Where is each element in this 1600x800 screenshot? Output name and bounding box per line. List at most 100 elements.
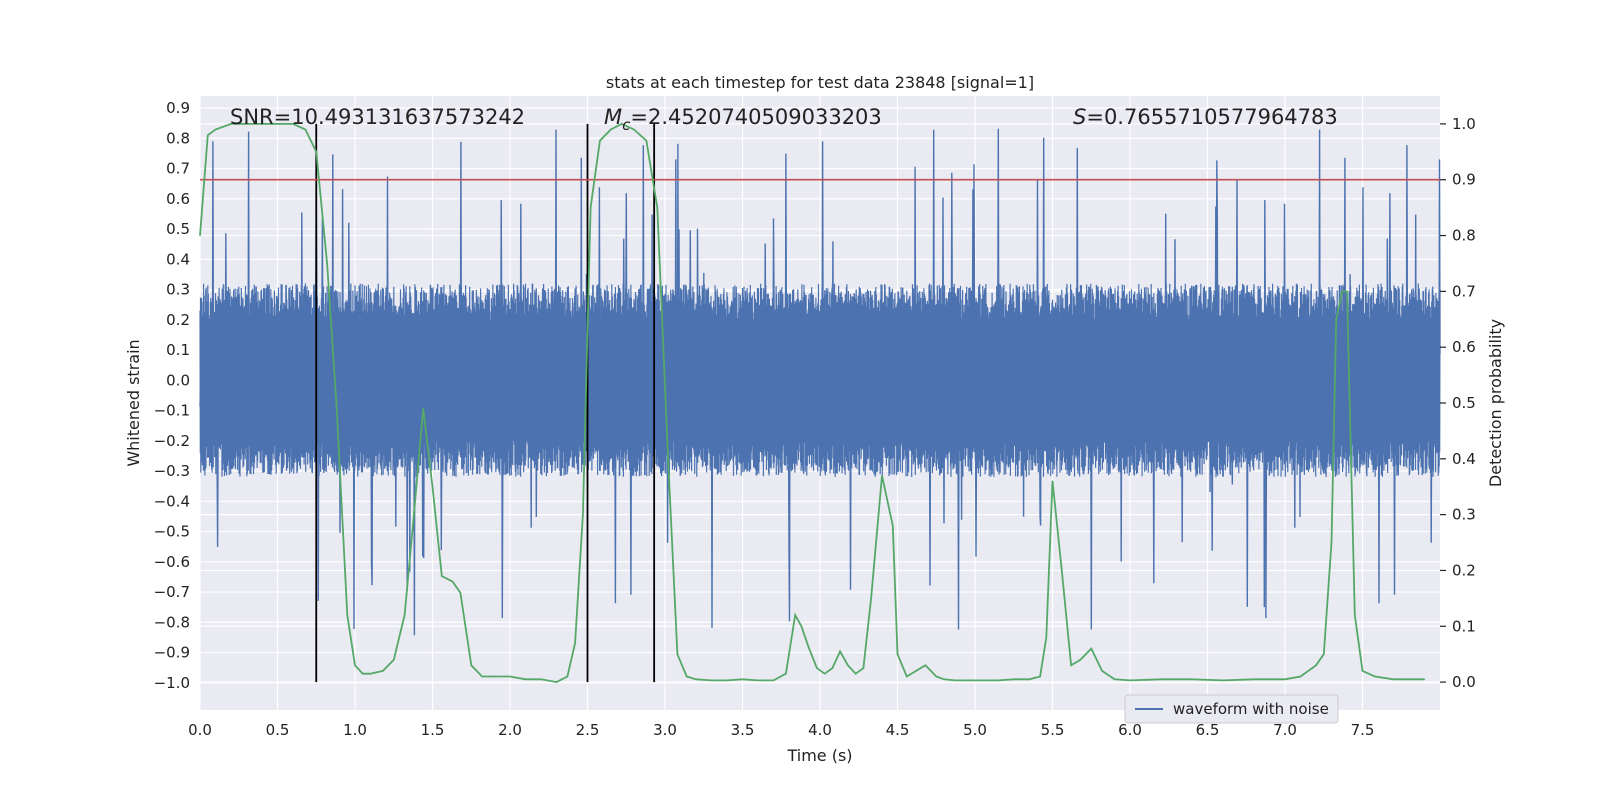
y-left-tick-label: −0.1 xyxy=(154,402,190,420)
probability-point-39 xyxy=(633,128,635,131)
probability-point-26 xyxy=(481,675,483,678)
probability-point-11 xyxy=(335,402,337,404)
probability-point-78 xyxy=(1045,636,1047,639)
y-left-tick-label: 0.6 xyxy=(166,190,190,208)
probability-point-17 xyxy=(393,659,395,661)
probability-point-21 xyxy=(431,486,434,488)
x-tick-label: 5.5 xyxy=(1041,721,1065,739)
probability-point-80 xyxy=(1061,569,1063,572)
probability-point-43 xyxy=(676,653,679,655)
probability-point-2 xyxy=(214,128,217,131)
probability-point-75 xyxy=(1013,678,1015,680)
probability-point-57 xyxy=(831,667,834,669)
probability-point-66 xyxy=(906,675,908,678)
x-tick-label: 1.0 xyxy=(343,721,367,739)
x-tick-label: 3.0 xyxy=(653,721,677,739)
probability-point-90 xyxy=(1253,678,1255,680)
probability-point-29 xyxy=(524,678,527,680)
probability-point-64 xyxy=(892,525,894,527)
x-tick-label: 2.5 xyxy=(576,721,600,739)
probability-point-101 xyxy=(1374,675,1376,678)
probability-point-6 xyxy=(276,123,279,125)
probability-point-50 xyxy=(772,679,775,682)
probability-point-86 xyxy=(1129,679,1131,682)
probability-point-53 xyxy=(800,625,803,627)
probability-point-85 xyxy=(1113,678,1116,680)
y-right-tick-label: 0.2 xyxy=(1452,561,1476,579)
probability-point-59 xyxy=(847,664,849,666)
right-y-axis-ticks: 1.0 0.9 0.8 0.7 0.6 0.5 0.4 0.3 0.2 0.1 0.0 xyxy=(1440,115,1476,691)
probability-point-100 xyxy=(1361,670,1364,672)
probability-point-45 xyxy=(695,678,697,680)
y-left-tick-label: −0.3 xyxy=(154,462,190,480)
x-tick-label: 7.5 xyxy=(1351,721,1375,739)
chirp-mass-subscript: c xyxy=(622,116,631,134)
s-symbol: S xyxy=(1073,105,1086,129)
probability-point-81 xyxy=(1070,664,1072,666)
probability-point-97 xyxy=(1341,290,1343,292)
y-left-tick-label: −1.0 xyxy=(154,674,190,692)
y-right-tick-label: 0.8 xyxy=(1452,227,1476,245)
detection-probability-line xyxy=(199,122,1425,684)
probability-point-94 xyxy=(1323,653,1325,655)
y-right-tick-label: 0.1 xyxy=(1452,617,1476,635)
y-right-tick-label: 0.5 xyxy=(1452,394,1476,412)
probability-point-54 xyxy=(808,648,810,650)
probability-point-0 xyxy=(199,234,201,237)
probability-point-87 xyxy=(1160,678,1162,680)
probability-point-31 xyxy=(555,681,558,683)
probability-point-25 xyxy=(470,664,472,666)
probability-point-9 xyxy=(315,151,317,153)
y-left-tick-label: −0.4 xyxy=(154,492,190,510)
chirp-mass-annotation: Mc=2.4520740509033203 xyxy=(604,105,882,134)
probability-point-4 xyxy=(245,123,248,125)
y-left-tick-label: 0.1 xyxy=(166,341,190,359)
probability-point-93 xyxy=(1315,664,1317,666)
probability-point-20 xyxy=(422,408,424,410)
probability-point-98 xyxy=(1346,290,1348,292)
y-right-tick-label: 0.3 xyxy=(1452,506,1476,524)
y-right-tick-label: 1.0 xyxy=(1452,115,1476,133)
probability-point-69 xyxy=(935,675,937,678)
legend-box xyxy=(1124,694,1339,724)
probability-point-37 xyxy=(610,128,612,131)
y-left-tick-label: 0.4 xyxy=(166,250,190,268)
y-right-tick-label: 0.9 xyxy=(1452,171,1476,189)
chart-title: stats at each timestep for test data 238… xyxy=(606,73,1034,92)
probability-point-61 xyxy=(862,667,865,669)
probability-point-22 xyxy=(441,575,443,577)
vertical-markers xyxy=(315,123,656,683)
x-tick-label: 1.5 xyxy=(421,721,445,739)
legend: waveform with noise xyxy=(1124,694,1339,724)
probability-point-18 xyxy=(404,614,406,616)
detection-probability-series xyxy=(199,122,1426,684)
probability-point-27 xyxy=(493,675,496,678)
probability-point-44 xyxy=(686,675,688,678)
probability-point-12 xyxy=(346,614,348,616)
probability-point-65 xyxy=(896,653,899,655)
x-tick-label: 5.0 xyxy=(963,721,987,739)
probability-point-19 xyxy=(413,514,415,516)
y-left-tick-label: 0.8 xyxy=(166,129,190,147)
probability-point-8 xyxy=(304,128,306,131)
x-axis-ticks: 0.0 0.5 1.0 1.5 2.0 2.5 3.0 3.5 4.0 4.5 5.0 5.5 6.0 6… xyxy=(188,721,1374,739)
x-tick-label: 6.5 xyxy=(1196,721,1220,739)
probability-point-23 xyxy=(452,581,454,583)
probability-point-68 xyxy=(924,664,927,666)
probability-point-79 xyxy=(1051,480,1054,482)
probability-point-51 xyxy=(785,673,787,675)
probability-point-67 xyxy=(915,670,917,672)
probability-point-96 xyxy=(1335,318,1337,320)
probability-point-1 xyxy=(207,134,209,136)
y-right-tick-label: 0.4 xyxy=(1452,450,1476,468)
y-left-tick-label: −0.6 xyxy=(154,553,190,571)
probability-point-16 xyxy=(382,670,384,672)
x-tick-label: 0.0 xyxy=(188,721,212,739)
probability-point-34 xyxy=(582,514,584,516)
snr-annotation: SNR=10.493131637573242 xyxy=(230,105,525,129)
waveform-core xyxy=(199,283,1441,478)
s-annotation: S=0.7655710577964783 xyxy=(1073,105,1338,129)
chirp-mass-value: =2.4520740509033203 xyxy=(630,105,881,129)
y-left-tick-label: −0.2 xyxy=(154,432,190,450)
